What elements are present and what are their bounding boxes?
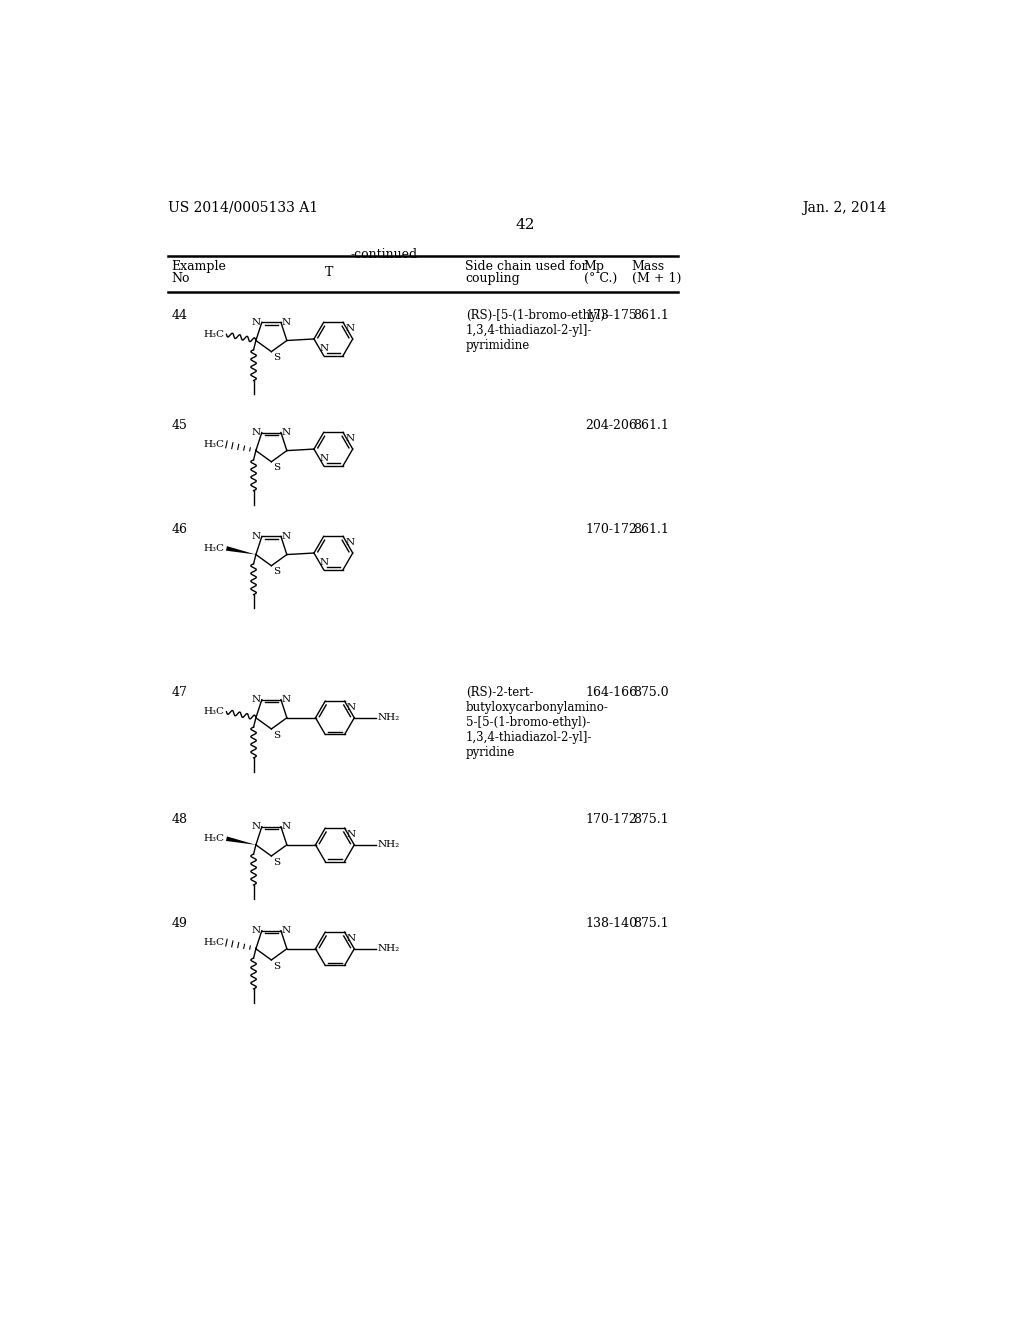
Text: Example: Example: [171, 260, 226, 273]
Text: 44: 44: [171, 309, 187, 322]
Text: N: N: [252, 428, 261, 437]
Text: 861.1: 861.1: [633, 523, 669, 536]
Text: 138-140: 138-140: [586, 917, 637, 929]
Text: Mass: Mass: [632, 260, 665, 273]
Text: N: N: [252, 927, 261, 935]
Text: 861.1: 861.1: [633, 418, 669, 432]
Text: 875.0: 875.0: [633, 686, 669, 698]
Text: N: N: [252, 532, 261, 541]
Text: NH₂: NH₂: [378, 944, 399, 953]
Text: N: N: [345, 323, 354, 333]
Text: N: N: [319, 558, 329, 568]
Text: 46: 46: [171, 523, 187, 536]
Text: N: N: [345, 537, 354, 546]
Text: coupling: coupling: [465, 272, 520, 285]
Text: H₃C: H₃C: [203, 544, 224, 553]
Text: Jan. 2, 2014: Jan. 2, 2014: [802, 201, 887, 215]
Text: 47: 47: [171, 686, 187, 698]
Text: 173-175: 173-175: [586, 309, 637, 322]
Text: 875.1: 875.1: [633, 917, 669, 929]
Text: NH₂: NH₂: [378, 713, 399, 722]
Text: S: S: [273, 463, 280, 473]
Text: N: N: [345, 434, 354, 444]
Text: H₃C: H₃C: [203, 708, 224, 717]
Text: 42: 42: [515, 218, 535, 232]
Text: N: N: [319, 454, 329, 463]
Text: No: No: [171, 272, 189, 285]
Text: 170-172: 170-172: [586, 523, 637, 536]
Text: N: N: [252, 696, 261, 704]
Text: S: S: [273, 858, 280, 866]
Text: (M + 1): (M + 1): [632, 272, 681, 285]
Text: N: N: [282, 428, 291, 437]
Text: Side chain used for: Side chain used for: [465, 260, 588, 273]
Text: H₃C: H₃C: [203, 440, 224, 449]
Text: N: N: [282, 532, 291, 541]
Text: N: N: [282, 927, 291, 935]
Text: N: N: [319, 345, 329, 354]
Text: US 2014/0005133 A1: US 2014/0005133 A1: [168, 201, 318, 215]
Text: (° C.): (° C.): [584, 272, 616, 285]
Text: 48: 48: [171, 813, 187, 826]
Text: N: N: [347, 933, 356, 942]
Polygon shape: [226, 837, 256, 845]
Text: 45: 45: [171, 418, 187, 432]
Text: H₃C: H₃C: [203, 330, 224, 339]
Text: (RS)-2-tert-
butyloxycarbonylamino-
5-[5-(1-bromo-ethyl)-
1,3,4-thiadiazol-2-yl]: (RS)-2-tert- butyloxycarbonylamino- 5-[5…: [466, 686, 609, 759]
Polygon shape: [226, 546, 256, 554]
Text: N: N: [252, 318, 261, 327]
Text: S: S: [273, 354, 280, 362]
Text: N: N: [282, 318, 291, 327]
Text: S: S: [273, 568, 280, 577]
Text: N: N: [347, 830, 356, 838]
Text: N: N: [282, 696, 291, 704]
Text: 204-206: 204-206: [586, 418, 637, 432]
Text: N: N: [347, 702, 356, 711]
Text: H₃C: H₃C: [203, 939, 224, 948]
Text: S: S: [273, 961, 280, 970]
Text: S: S: [273, 730, 280, 739]
Text: 49: 49: [171, 917, 187, 929]
Text: (RS)-[5-(1-bromo-ethyl)-
1,3,4-thiadiazol-2-yl]-
pyrimidine: (RS)-[5-(1-bromo-ethyl)- 1,3,4-thiadiazo…: [466, 309, 609, 351]
Text: NH₂: NH₂: [378, 841, 399, 849]
Text: 164-166: 164-166: [586, 686, 637, 698]
Text: T: T: [326, 267, 334, 280]
Text: H₃C: H₃C: [203, 834, 224, 843]
Text: 170-172: 170-172: [586, 813, 637, 826]
Text: 861.1: 861.1: [633, 309, 669, 322]
Text: N: N: [282, 822, 291, 832]
Text: Mp: Mp: [584, 260, 605, 273]
Text: N: N: [252, 822, 261, 832]
Text: -continued: -continued: [350, 248, 418, 261]
Text: 875.1: 875.1: [633, 813, 669, 826]
